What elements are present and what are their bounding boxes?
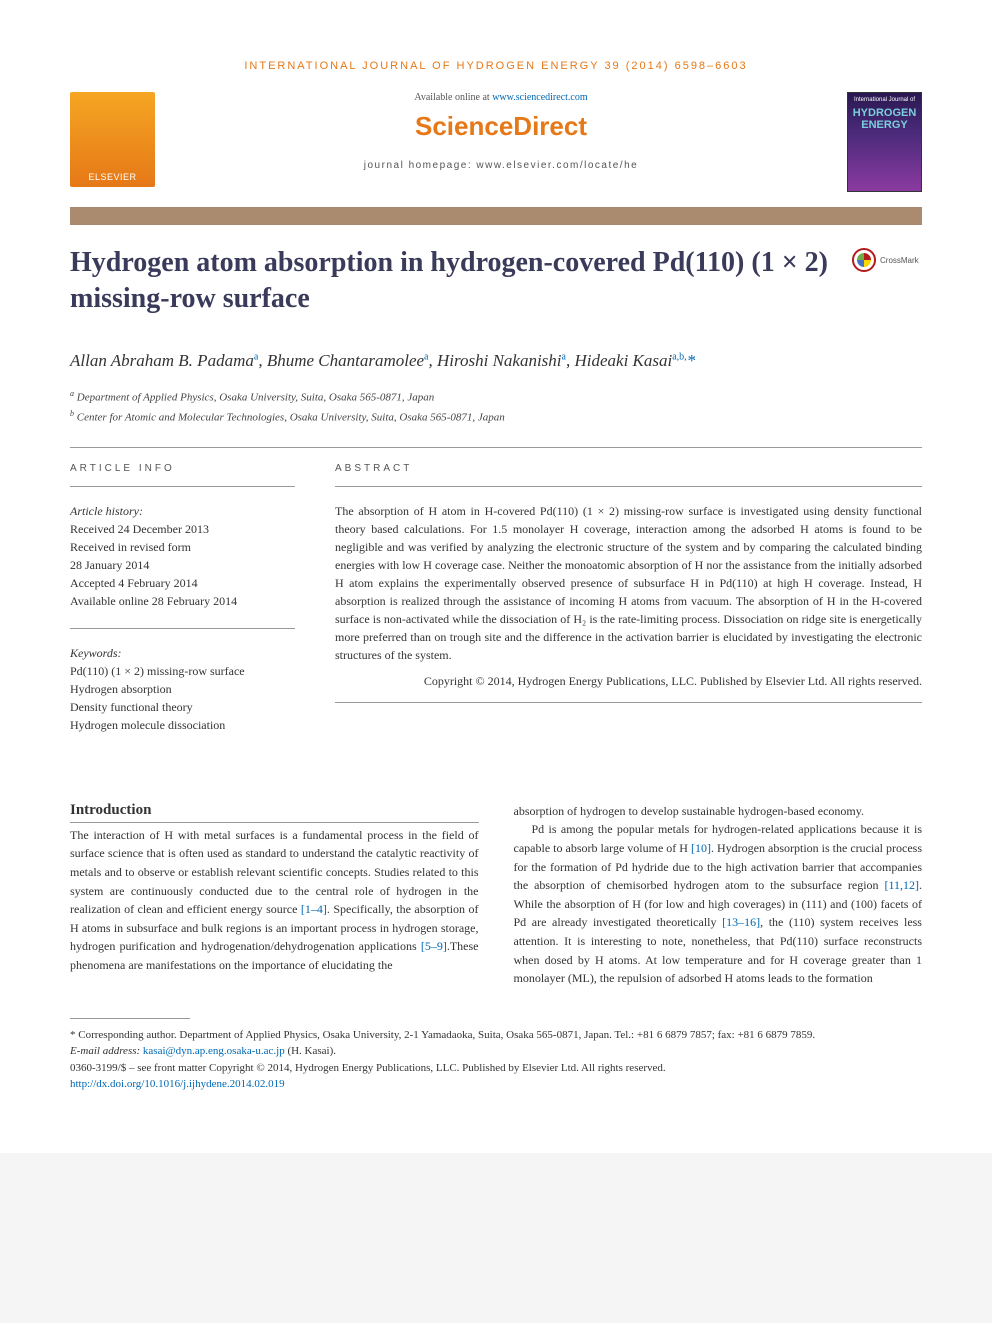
corresponding-author: * Corresponding author. Department of Ap… bbox=[70, 1027, 922, 1044]
info-abstract-row: ARTICLE INFO Article history: Received 2… bbox=[70, 463, 922, 752]
cover-toplabel: International Journal of bbox=[848, 93, 921, 107]
history-online: Available online 28 February 2014 bbox=[70, 592, 295, 610]
sciencedirect-logo[interactable]: ScienceDirect bbox=[175, 111, 827, 142]
affiliations: a Department of Applied Physics, Osaka U… bbox=[70, 388, 922, 427]
article-page: INTERNATIONAL JOURNAL OF HYDROGEN ENERGY… bbox=[0, 0, 992, 1153]
header-row: ELSEVIER Available online at www.science… bbox=[70, 92, 922, 192]
article-title: Hydrogen atom absorption in hydrogen-cov… bbox=[70, 245, 852, 318]
sciencedirect-link[interactable]: www.sciencedirect.com bbox=[492, 92, 587, 103]
ref-link-5-9[interactable]: [5–9] bbox=[421, 939, 447, 953]
email-link[interactable]: kasai@dyn.ap.eng.osaka-u.ac.jp bbox=[143, 1045, 285, 1057]
col2-paragraph-2: Pd is among the popular metals for hydro… bbox=[514, 820, 923, 987]
crossmark-label: CrossMark bbox=[880, 256, 919, 265]
keywords-block: Keywords: Pd(110) (1 × 2) missing-row su… bbox=[70, 644, 295, 734]
affiliation-a: a Department of Applied Physics, Osaka U… bbox=[70, 388, 922, 407]
keyword-2: Hydrogen absorption bbox=[70, 680, 295, 698]
history-label: Article history: bbox=[70, 502, 295, 520]
horizontal-rule bbox=[70, 447, 922, 448]
intro-paragraph-1: The interaction of H with metal surfaces… bbox=[70, 826, 479, 975]
info-rule-2 bbox=[70, 628, 295, 629]
divider-bar bbox=[70, 207, 922, 225]
affiliation-b: b Center for Atomic and Molecular Techno… bbox=[70, 408, 922, 427]
title-row: Hydrogen atom absorption in hydrogen-cov… bbox=[70, 245, 922, 318]
ref-link-10[interactable]: [10] bbox=[691, 841, 711, 855]
abstract-rule bbox=[335, 486, 922, 487]
info-rule bbox=[70, 486, 295, 487]
copyright-text: Copyright © 2014, Hydrogen Energy Public… bbox=[335, 672, 922, 690]
keyword-1: Pd(110) (1 × 2) missing-row surface bbox=[70, 662, 295, 680]
elsevier-logo[interactable]: ELSEVIER bbox=[70, 92, 155, 187]
abstract-column: ABSTRACT The absorption of H atom in H-c… bbox=[335, 463, 922, 752]
history-accepted: Accepted 4 February 2014 bbox=[70, 574, 295, 592]
authors-list: Allan Abraham B. Padamaa, Bhume Chantara… bbox=[70, 348, 922, 374]
history-received: Received 24 December 2013 bbox=[70, 520, 295, 538]
abstract-text: The absorption of H atom in H-covered Pd… bbox=[335, 502, 922, 664]
body-left-column: Introduction The interaction of H with m… bbox=[70, 802, 479, 988]
keyword-3: Density functional theory bbox=[70, 698, 295, 716]
body-columns: Introduction The interaction of H with m… bbox=[70, 802, 922, 988]
doi-link[interactable]: http://dx.doi.org/10.1016/j.ijhydene.201… bbox=[70, 1078, 285, 1090]
available-online: Available online at www.sciencedirect.co… bbox=[175, 92, 827, 103]
history-revised: Received in revised form bbox=[70, 538, 295, 556]
ref-link-11-12[interactable]: [11,12] bbox=[884, 878, 919, 892]
cover-hydrogen: HYDROGEN bbox=[848, 107, 921, 119]
email-line: E-mail address: kasai@dyn.ap.eng.osaka-u… bbox=[70, 1043, 922, 1060]
journal-cover-image[interactable]: International Journal of HYDROGEN ENERGY bbox=[847, 92, 922, 192]
crossmark-icon bbox=[852, 248, 876, 272]
available-prefix: Available online at bbox=[414, 92, 492, 103]
history-revised-date: 28 January 2014 bbox=[70, 556, 295, 574]
body-right-column: absorption of hydrogen to develop sustai… bbox=[514, 802, 923, 988]
col2-paragraph-1: absorption of hydrogen to develop sustai… bbox=[514, 802, 923, 821]
cover-energy: ENERGY bbox=[848, 119, 921, 131]
footnotes: * Corresponding author. Department of Ap… bbox=[70, 1027, 922, 1093]
email-suffix: (H. Kasai). bbox=[285, 1045, 336, 1057]
journal-citation: INTERNATIONAL JOURNAL OF HYDROGEN ENERGY… bbox=[70, 60, 922, 72]
introduction-heading: Introduction bbox=[70, 802, 479, 823]
footnote-divider bbox=[70, 1018, 190, 1019]
article-info-label: ARTICLE INFO bbox=[70, 463, 295, 474]
keyword-4: Hydrogen molecule dissociation bbox=[70, 716, 295, 734]
journal-homepage: journal homepage: www.elsevier.com/locat… bbox=[175, 160, 827, 171]
ref-link-1-4[interactable]: [1–4] bbox=[301, 902, 327, 916]
header-center: Available online at www.sciencedirect.co… bbox=[155, 92, 847, 171]
elsevier-logo-text: ELSEVIER bbox=[88, 172, 136, 182]
abstract-end-rule bbox=[335, 702, 922, 703]
crossmark-badge[interactable]: CrossMark bbox=[852, 245, 922, 275]
article-info-column: ARTICLE INFO Article history: Received 2… bbox=[70, 463, 295, 752]
issn-line: 0360-3199/$ – see front matter Copyright… bbox=[70, 1060, 922, 1077]
abstract-label: ABSTRACT bbox=[335, 463, 922, 474]
email-label: E-mail address: bbox=[70, 1045, 143, 1057]
article-history: Article history: Received 24 December 20… bbox=[70, 502, 295, 610]
ref-link-13-16[interactable]: [13–16] bbox=[722, 915, 760, 929]
keywords-label: Keywords: bbox=[70, 644, 295, 662]
